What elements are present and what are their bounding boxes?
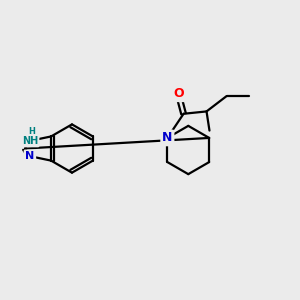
Text: H: H	[28, 127, 35, 136]
Text: N: N	[25, 151, 34, 161]
Text: NH: NH	[22, 136, 38, 146]
Text: O: O	[173, 87, 184, 100]
Text: N: N	[162, 131, 172, 144]
